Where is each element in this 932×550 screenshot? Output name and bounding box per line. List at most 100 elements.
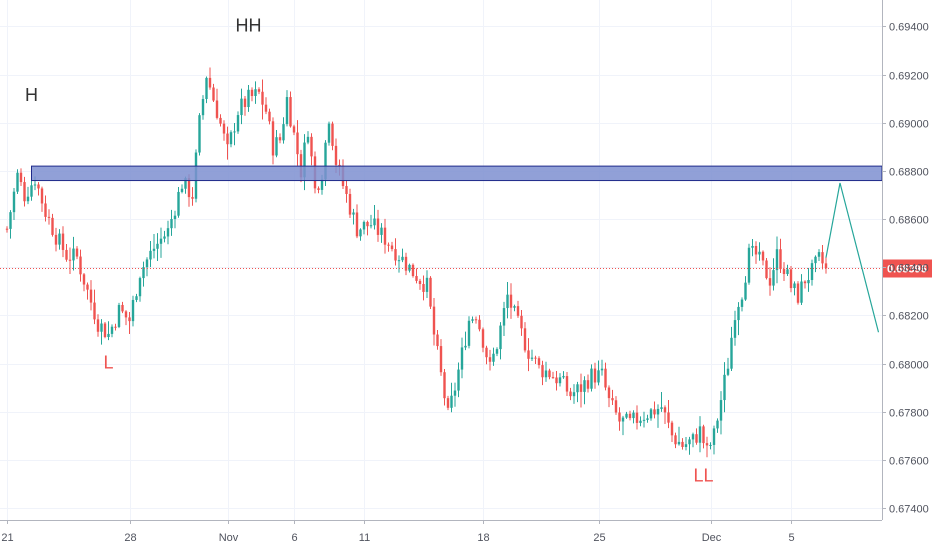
candle-body	[513, 306, 516, 308]
candle-body	[600, 368, 604, 371]
candle	[201, 95, 205, 120]
candle-body	[488, 357, 492, 362]
candle	[408, 263, 411, 273]
candle-body	[520, 315, 523, 329]
candle	[233, 122, 236, 146]
candle-body	[79, 256, 82, 275]
candle-body	[758, 251, 761, 255]
candle-body	[751, 245, 754, 248]
candle-body	[191, 197, 194, 199]
candle-body	[450, 395, 453, 408]
candle	[754, 241, 758, 264]
candle-body	[681, 441, 684, 447]
candle	[611, 389, 614, 406]
candle-body	[796, 283, 800, 303]
candle	[789, 265, 793, 293]
candle-body	[369, 225, 373, 227]
candle	[667, 399, 670, 429]
candle	[327, 121, 331, 146]
candle	[607, 385, 611, 408]
candle	[481, 327, 485, 353]
candle-body	[128, 317, 131, 322]
candle-body	[26, 196, 30, 202]
candle	[604, 362, 607, 391]
candle	[593, 362, 597, 389]
candle	[135, 293, 138, 303]
candle	[544, 361, 548, 382]
candle-body	[163, 236, 166, 239]
candle	[719, 391, 723, 435]
candle	[656, 404, 660, 428]
candle	[264, 97, 268, 115]
candle-body	[635, 412, 639, 423]
candle	[474, 316, 478, 324]
candle	[415, 268, 418, 284]
annotation-label: H	[25, 85, 38, 105]
candle	[128, 311, 131, 334]
candle	[12, 188, 16, 221]
candle-body	[44, 203, 47, 217]
candle-body	[793, 283, 796, 289]
candle	[600, 359, 604, 376]
candle-body	[345, 186, 348, 194]
candle	[625, 411, 628, 419]
candle	[156, 233, 159, 262]
candle-body	[292, 126, 296, 133]
candle-body	[460, 347, 464, 370]
supply-zone-rect[interactable]	[31, 165, 883, 182]
candle	[817, 249, 821, 262]
candle	[425, 270, 429, 298]
candle-body	[660, 407, 663, 409]
price-axis[interactable]: 0.69400 0.69200 0.69000 0.68800 0.68600 0.684…	[882, 22, 929, 516]
candle	[191, 187, 194, 206]
candle-body	[226, 133, 229, 145]
candle-body	[310, 136, 313, 157]
candle	[548, 368, 551, 380]
candle	[579, 373, 583, 408]
candle-body	[397, 260, 401, 262]
candle	[800, 274, 803, 305]
candle	[492, 347, 495, 366]
candle-body	[492, 353, 495, 362]
candle	[506, 281, 509, 319]
candle	[499, 322, 502, 360]
candle-body	[40, 188, 44, 204]
candle	[716, 418, 719, 433]
candle	[268, 108, 271, 125]
candle-body	[250, 89, 254, 97]
candle	[520, 309, 523, 336]
candle-body	[471, 319, 474, 321]
candle-body	[786, 269, 789, 275]
candle-body	[604, 368, 607, 388]
candle-body	[376, 218, 380, 235]
candle	[702, 424, 705, 449]
candle-body	[317, 188, 320, 190]
candle-body	[443, 372, 446, 399]
candle-body	[723, 374, 726, 401]
candle-body	[415, 275, 418, 281]
candle-body	[670, 422, 674, 436]
candle	[537, 356, 541, 369]
candle-body	[614, 400, 618, 413]
y-tick-label: 0.68600	[889, 215, 929, 227]
candle	[775, 236, 779, 284]
y-tick-label: 0.69400	[889, 22, 929, 34]
candle-body	[737, 306, 740, 321]
candle	[642, 411, 646, 428]
candle-body	[170, 219, 173, 229]
candle-body	[824, 263, 828, 269]
candle-body	[121, 304, 124, 312]
candle-body	[453, 390, 457, 396]
time-axis[interactable]: 21 28 Nov 6 11 18 25 Dec 5	[1, 520, 795, 544]
candle	[124, 310, 128, 326]
candle	[569, 387, 572, 401]
candle	[453, 382, 457, 407]
candle-body	[145, 259, 149, 268]
projection-path[interactable]	[825, 182, 880, 333]
candle-body	[240, 98, 243, 116]
candle	[72, 236, 75, 271]
candle	[68, 247, 72, 275]
candle	[464, 331, 467, 351]
candle-body	[597, 370, 600, 383]
